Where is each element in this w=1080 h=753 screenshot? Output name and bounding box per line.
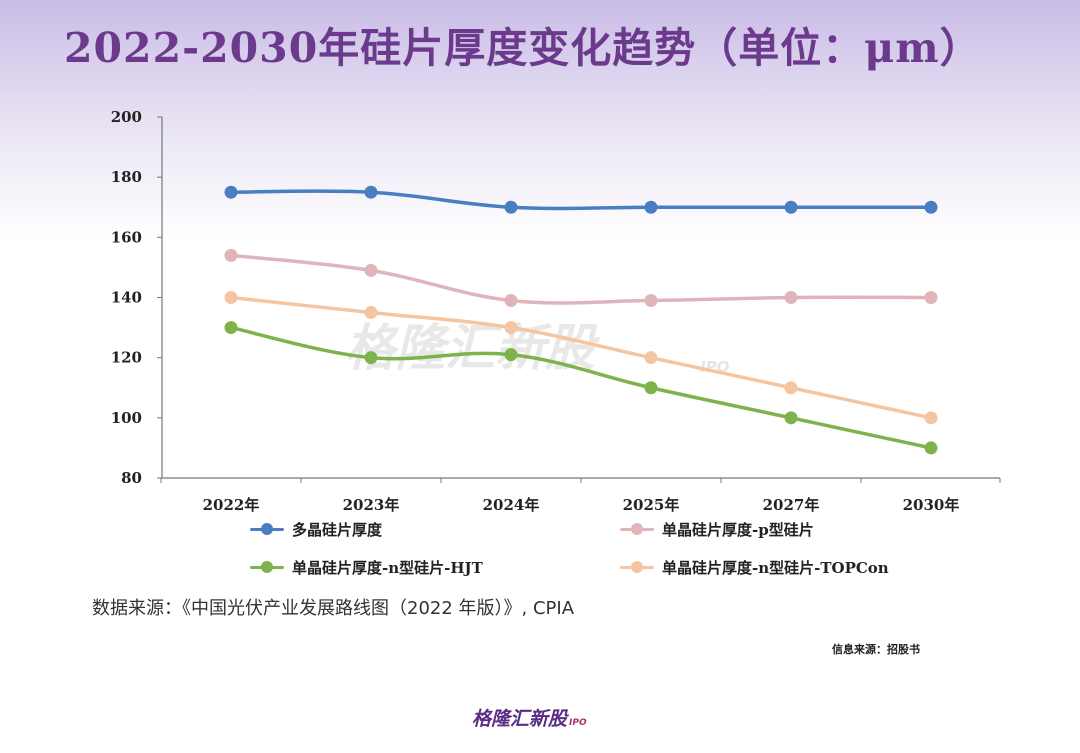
y-tick-label: 100	[111, 409, 142, 427]
series-point	[784, 381, 798, 395]
series-point	[784, 411, 798, 425]
series-point	[784, 200, 798, 214]
series-point	[504, 294, 518, 308]
series-line	[229, 253, 933, 305]
series-point	[924, 411, 938, 425]
line-chart: 80 100 120 140 160 180 200 2022年 2023年 2024年 2025年…	[111, 108, 1001, 514]
series-point	[504, 321, 518, 335]
page-title: 2022-2030年硅片厚度变化趋势（单位：μm）	[64, 24, 982, 72]
info-source-note: 信息来源：招股书	[832, 643, 920, 656]
y-tick-label: 180	[111, 168, 142, 186]
series-point	[364, 306, 378, 320]
legend-label: 单晶硅片厚度-n型硅片-HJT	[292, 558, 483, 577]
y-tick-label: 80	[121, 469, 142, 487]
chart-ticks: 80 100 120 140 160 180 200 2022年 2023年 2024年 2025年…	[111, 108, 1001, 514]
series-point	[784, 291, 798, 304]
legend-label: 单晶硅片厚度-n型硅片-TOPCon	[662, 558, 889, 577]
legend-label: 单晶硅片厚度-p型硅片	[662, 520, 814, 539]
series-line	[229, 325, 933, 450]
series-point	[924, 200, 938, 214]
chart-series	[224, 185, 938, 455]
legend-swatch	[620, 561, 654, 573]
series-point	[364, 351, 378, 365]
x-tick-label: 2024年	[483, 496, 540, 514]
series-point	[224, 248, 238, 262]
watermark: 格隆汇新股	[345, 319, 595, 377]
chart-legend: 多晶硅片厚度 单晶硅片厚度-p型硅片单晶硅片厚度-n型硅片-HJT 单晶硅片厚度-n…	[250, 517, 1030, 581]
series-point	[504, 348, 518, 362]
y-tick-label: 200	[111, 108, 142, 126]
series-point	[644, 294, 658, 308]
series-point	[644, 351, 658, 365]
x-tick-label: 2025年	[623, 496, 680, 514]
x-tick-label: 2027年	[763, 496, 820, 514]
series-line	[229, 295, 933, 420]
series-point	[224, 291, 238, 304]
series-point	[504, 200, 518, 214]
series-point	[364, 185, 378, 199]
x-tick-label: 2030年	[903, 496, 960, 514]
series-point	[224, 185, 238, 199]
y-tick-label: 140	[111, 289, 142, 307]
series-point	[364, 263, 378, 277]
series-point	[644, 381, 658, 395]
brand-logo-text: 格隆汇新股	[472, 708, 568, 730]
legend-swatch	[250, 561, 284, 573]
legend-label: 多晶硅片厚度	[292, 520, 383, 539]
brand-logo: 格隆汇新股 IPO	[472, 704, 587, 731]
series-point	[924, 291, 938, 304]
data-source-note: 数据来源：《中国光伏产业发展路线图（2022 年版）》, CPIA	[92, 598, 575, 619]
legend-swatch	[250, 523, 284, 535]
legend-item: 多晶硅片厚度	[250, 517, 382, 541]
series-point	[924, 441, 938, 455]
y-tick-label: 120	[111, 349, 142, 367]
brand-logo-ipo: IPO	[569, 718, 587, 728]
legend-swatch	[620, 523, 654, 535]
series-point	[644, 200, 658, 214]
legend-item: 单晶硅片厚度-n型硅片-HJT	[250, 555, 483, 579]
legend-item: 单晶硅片厚度-n型硅片-TOPCon	[620, 555, 889, 579]
series-point	[224, 321, 238, 335]
x-tick-label: 2023年	[343, 496, 400, 514]
x-tick-label: 2022年	[203, 496, 260, 514]
legend-item: 单晶硅片厚度-p型硅片	[620, 517, 814, 541]
y-tick-label: 160	[111, 228, 142, 246]
series-line	[229, 189, 933, 211]
